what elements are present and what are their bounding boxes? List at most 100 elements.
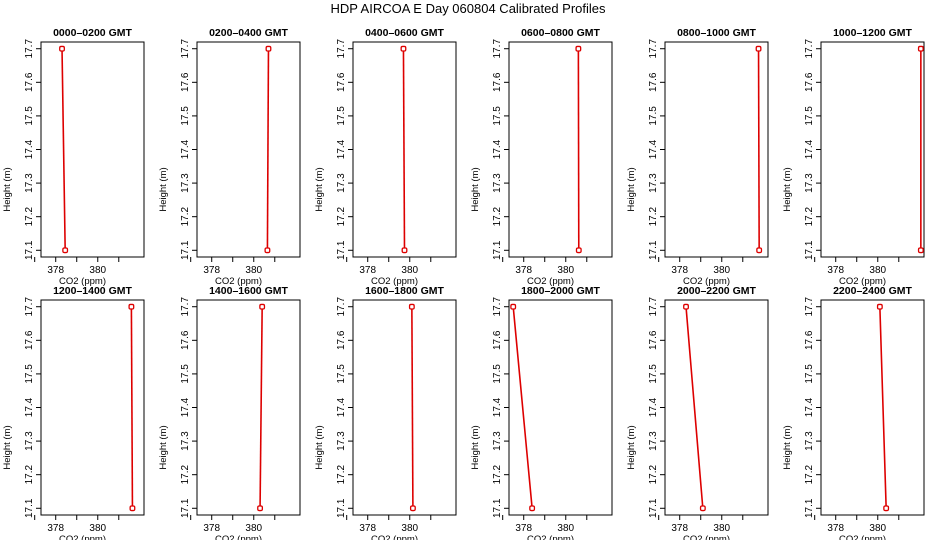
chart-panel: 1800–2000 GMT 378 380 17.1 17.2 17.3 17.4 17.5 1… bbox=[470, 285, 613, 540]
y-axis-label: Height (m) bbox=[626, 167, 637, 211]
y-tick-label: 17.7 bbox=[24, 39, 35, 59]
profile-point bbox=[400, 45, 407, 52]
plot-frame bbox=[40, 299, 145, 516]
y-tick-label: 17.5 bbox=[648, 106, 659, 126]
x-tick-label: 378 bbox=[827, 265, 844, 276]
y-tick-label: 17.1 bbox=[180, 498, 191, 518]
x-axis-label: CO2 (ppm) bbox=[59, 534, 106, 540]
profile-point bbox=[575, 45, 582, 52]
chart-panel: 1200–1400 GMT 378 380 17.1 17.2 17.3 17.4 17.5 1… bbox=[2, 285, 145, 540]
y-tick-label: 17.5 bbox=[180, 106, 191, 126]
y-tick-label: 17.7 bbox=[648, 39, 659, 59]
y-tick-label: 17.2 bbox=[180, 465, 191, 485]
y-tick-label: 17.4 bbox=[336, 139, 347, 159]
y-tick-label: 17.2 bbox=[336, 465, 347, 485]
profile-point bbox=[129, 505, 136, 512]
y-tick-label: 17.4 bbox=[24, 139, 35, 159]
y-tick-label: 17.3 bbox=[804, 173, 815, 193]
profile-point bbox=[401, 247, 408, 254]
panel-title: 1800–2000 GMT bbox=[521, 285, 600, 297]
x-axis-label: CO2 (ppm) bbox=[527, 276, 574, 287]
y-tick-label: 17.3 bbox=[804, 431, 815, 451]
x-axis-label: CO2 (ppm) bbox=[683, 534, 730, 540]
y-tick-label: 17.3 bbox=[336, 431, 347, 451]
profile-point bbox=[510, 303, 517, 310]
y-tick-label: 17.4 bbox=[804, 139, 815, 159]
y-tick-label: 17.3 bbox=[492, 431, 503, 451]
y-tick-label: 17.4 bbox=[180, 397, 191, 417]
y-tick-label: 17.3 bbox=[180, 173, 191, 193]
profile-point bbox=[699, 505, 706, 512]
y-tick-label: 17.3 bbox=[492, 173, 503, 193]
y-tick-label: 17.2 bbox=[648, 465, 659, 485]
y-tick-label: 17.7 bbox=[180, 39, 191, 59]
chart-panel: 0600–0800 GMT 378 380 17.1 17.2 17.3 17.4 17.5 1… bbox=[470, 27, 613, 287]
y-tick-label: 17.5 bbox=[180, 364, 191, 384]
y-tick-label: 17.5 bbox=[24, 106, 35, 126]
y-tick-label: 17.5 bbox=[24, 364, 35, 384]
x-tick-label: 378 bbox=[515, 265, 532, 276]
y-tick-label: 17.2 bbox=[804, 207, 815, 227]
profile-point bbox=[683, 303, 689, 310]
y-tick-label: 17.7 bbox=[492, 297, 503, 317]
y-tick-label: 17.1 bbox=[648, 498, 659, 518]
panel-title: 0800–1000 GMT bbox=[677, 27, 756, 39]
x-axis-label: CO2 (ppm) bbox=[527, 534, 574, 540]
y-tick-label: 17.7 bbox=[180, 297, 191, 317]
x-tick-label: 380 bbox=[89, 265, 106, 276]
x-tick-label: 380 bbox=[401, 265, 418, 276]
y-tick-label: 17.1 bbox=[492, 240, 503, 260]
y-tick-label: 17.2 bbox=[492, 465, 503, 485]
y-tick-label: 17.1 bbox=[24, 240, 35, 260]
y-tick-label: 17.2 bbox=[24, 207, 35, 227]
y-tick-label: 17.6 bbox=[24, 330, 35, 350]
y-tick-label: 17.2 bbox=[180, 207, 191, 227]
y-tick-label: 17.6 bbox=[492, 72, 503, 92]
profile-line bbox=[685, 306, 704, 509]
y-tick-label: 17.4 bbox=[648, 397, 659, 417]
x-axis-label: CO2 (ppm) bbox=[371, 534, 418, 540]
chart-panel: 0400–0600 GMT 378 380 17.1 17.2 17.3 17.4 17.5 1… bbox=[314, 27, 457, 287]
profile-point bbox=[575, 247, 582, 254]
panel-title: 0400–0600 GMT bbox=[365, 27, 444, 39]
y-tick-label: 17.7 bbox=[336, 39, 347, 59]
x-tick-label: 380 bbox=[869, 523, 886, 534]
y-tick-label: 17.6 bbox=[492, 330, 503, 350]
x-axis-label: CO2 (ppm) bbox=[371, 276, 418, 287]
plot-frame bbox=[196, 299, 301, 516]
y-tick-label: 17.6 bbox=[648, 330, 659, 350]
x-tick-label: 380 bbox=[401, 523, 418, 534]
profile-point bbox=[756, 247, 763, 254]
y-tick-label: 17.6 bbox=[180, 72, 191, 92]
profile-line bbox=[61, 48, 66, 251]
y-tick-label: 17.2 bbox=[24, 465, 35, 485]
y-tick-label: 17.5 bbox=[336, 364, 347, 384]
y-tick-label: 17.4 bbox=[492, 139, 503, 159]
y-tick-label: 17.2 bbox=[492, 207, 503, 227]
y-tick-label: 17.5 bbox=[648, 364, 659, 384]
y-axis-label: Height (m) bbox=[158, 167, 169, 211]
x-tick-label: 378 bbox=[671, 265, 688, 276]
x-tick-label: 378 bbox=[359, 523, 376, 534]
y-axis-label: Height (m) bbox=[158, 425, 169, 469]
plot-frame bbox=[664, 299, 769, 516]
panel-title: 0000–0200 GMT bbox=[53, 27, 132, 39]
x-tick-label: 378 bbox=[827, 523, 844, 534]
plot-frame bbox=[820, 299, 925, 516]
chart-panel: 0800–1000 GMT 378 380 17.1 17.2 17.3 17.4 17.5 1… bbox=[626, 27, 769, 287]
y-tick-label: 17.3 bbox=[648, 173, 659, 193]
plot-frame bbox=[40, 41, 145, 258]
panel-title: 0200–0400 GMT bbox=[209, 27, 288, 39]
y-axis-label: Height (m) bbox=[2, 167, 13, 211]
y-tick-label: 17.2 bbox=[648, 207, 659, 227]
x-tick-label: 378 bbox=[47, 265, 64, 276]
y-tick-label: 17.1 bbox=[180, 240, 191, 260]
plot-frame bbox=[508, 299, 613, 516]
y-axis-label: Height (m) bbox=[470, 167, 481, 211]
x-tick-label: 380 bbox=[89, 523, 106, 534]
y-tick-label: 17.5 bbox=[492, 106, 503, 126]
plot-frame bbox=[820, 41, 925, 258]
chart-panel: 0200–0400 GMT 378 380 17.1 17.2 17.3 17.4 17.5 1… bbox=[158, 27, 301, 287]
profile-line bbox=[130, 306, 134, 509]
